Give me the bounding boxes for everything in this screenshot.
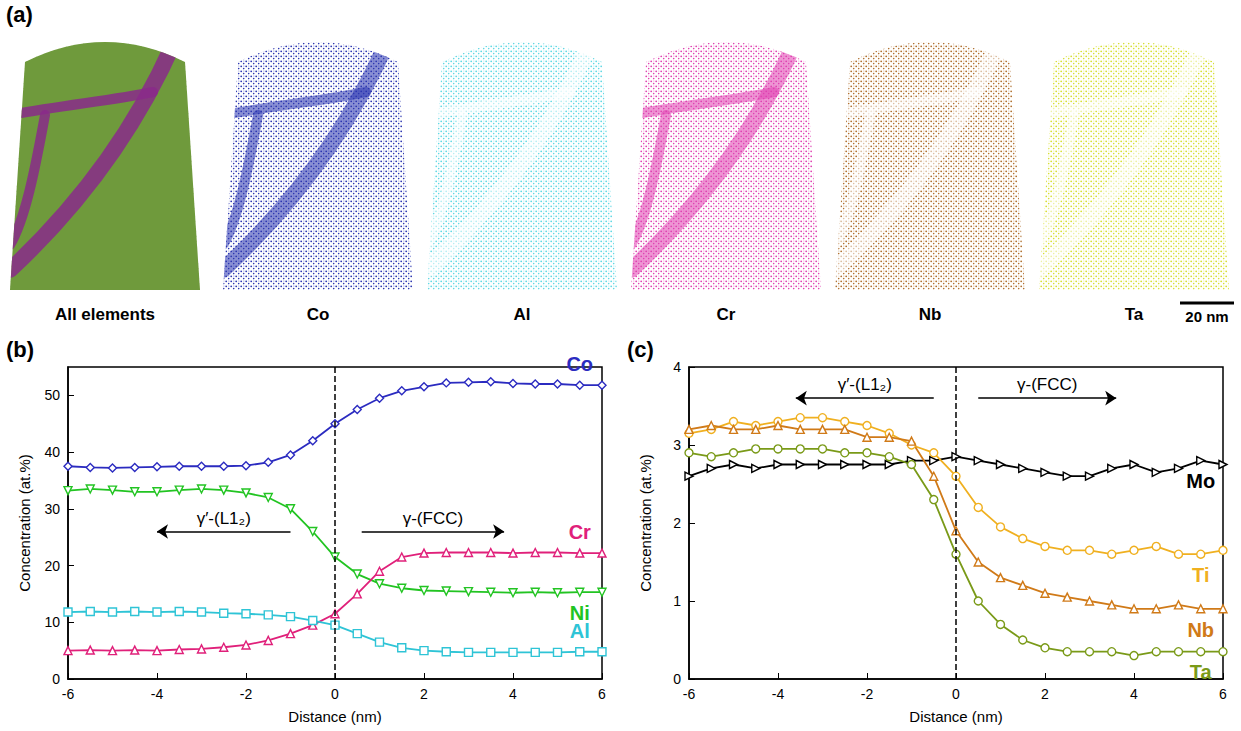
svg-text:20: 20 <box>44 558 60 574</box>
svg-text:0: 0 <box>52 671 60 687</box>
svg-text:Nb: Nb <box>919 305 942 324</box>
svg-text:Co: Co <box>566 353 593 375</box>
svg-text:-6: -6 <box>62 686 75 702</box>
svg-text:γ′-(L1₂): γ′-(L1₂) <box>197 509 251 528</box>
svg-text:Al: Al <box>570 620 590 642</box>
svg-text:2: 2 <box>420 686 428 702</box>
svg-text:Mo: Mo <box>1186 470 1215 492</box>
html-text:(b): (b) <box>6 337 35 362</box>
svg-text:0: 0 <box>673 671 681 687</box>
svg-text:1: 1 <box>673 593 681 609</box>
svg-text:-4: -4 <box>151 686 164 702</box>
svg-text:Cr: Cr <box>569 521 591 543</box>
svg-text:-6: -6 <box>683 686 696 702</box>
html-text:(c): (c) <box>627 337 654 362</box>
svg-text:Concentration (at.%): Concentration (at.%) <box>16 454 33 592</box>
svg-text:0: 0 <box>952 686 960 702</box>
svg-text:Al: Al <box>514 305 531 324</box>
svg-text:γ′-(L1₂): γ′-(L1₂) <box>838 375 892 394</box>
svg-text:4: 4 <box>673 359 681 375</box>
svg-text:10: 10 <box>44 614 60 630</box>
svg-text:Concentration (at.%): Concentration (at.%) <box>637 454 654 592</box>
svg-text:40: 40 <box>44 444 60 460</box>
svg-text:2: 2 <box>673 515 681 531</box>
svg-text:Cr: Cr <box>717 305 736 324</box>
svg-text:30: 30 <box>44 501 60 517</box>
svg-text:Ni: Ni <box>569 601 590 624</box>
svg-text:Nb: Nb <box>1187 619 1214 641</box>
html-text:(a): (a) <box>6 2 33 27</box>
svg-text:Distance (nm): Distance (nm) <box>909 708 1002 725</box>
svg-text:Distance (nm): Distance (nm) <box>288 708 381 725</box>
svg-text:Co: Co <box>307 305 330 324</box>
svg-text:γ-(FCC): γ-(FCC) <box>403 509 463 528</box>
svg-text:4: 4 <box>1130 686 1138 702</box>
svg-text:-4: -4 <box>772 686 785 702</box>
svg-text:6: 6 <box>1219 686 1227 702</box>
svg-text:-2: -2 <box>240 686 253 702</box>
svg-text:3: 3 <box>673 437 681 453</box>
svg-text:-2: -2 <box>861 686 874 702</box>
svg-text:6: 6 <box>598 686 606 702</box>
svg-text:0: 0 <box>331 686 339 702</box>
svg-text:Ti: Ti <box>1192 564 1209 586</box>
svg-text:2: 2 <box>1041 686 1049 702</box>
svg-text:Ta: Ta <box>1125 305 1144 324</box>
svg-text:All elements: All elements <box>55 305 155 324</box>
svg-text:Ta: Ta <box>1190 661 1213 683</box>
svg-text:20 nm: 20 nm <box>1185 308 1228 325</box>
svg-text:γ-(FCC): γ-(FCC) <box>1017 375 1077 394</box>
svg-text:4: 4 <box>509 686 517 702</box>
svg-text:50: 50 <box>44 387 60 403</box>
